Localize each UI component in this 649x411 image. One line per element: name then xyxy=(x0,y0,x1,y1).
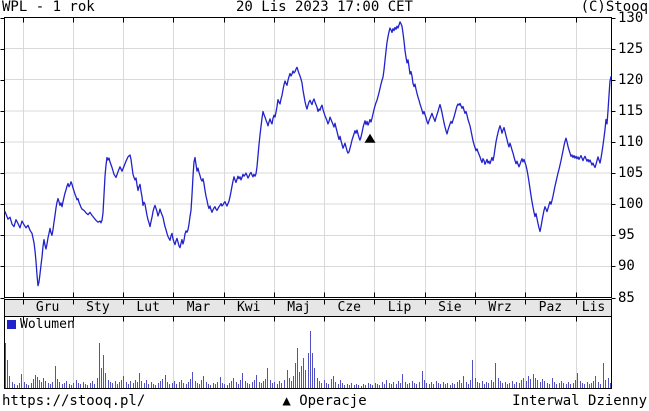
y-axis-label-115: 115 xyxy=(618,102,644,119)
month-label-maj: Maj xyxy=(287,300,311,315)
month-label-paz: Paz xyxy=(538,300,563,315)
y-axis-label-125: 125 xyxy=(618,40,644,57)
copyright-label: (C)Stooq xyxy=(580,0,648,15)
operations-marker-icon xyxy=(364,133,376,143)
volume-legend-label: Wolumen xyxy=(20,317,75,332)
y-axis-label-90: 90 xyxy=(618,258,635,275)
chart-title: WPL - 1 rok xyxy=(2,0,95,15)
interval-label: Interwal Dzienny xyxy=(512,393,647,409)
y-axis-label-110: 110 xyxy=(618,133,644,150)
volume-legend-swatch-icon xyxy=(7,320,16,329)
y-axis-label-120: 120 xyxy=(618,71,644,88)
chart-datetime: 20 Lis 2023 17:00 CET xyxy=(235,0,413,15)
y-axis-label-100: 100 xyxy=(618,196,644,213)
y-axis-label-105: 105 xyxy=(618,165,644,182)
month-label-kwi: Kwi xyxy=(236,300,261,315)
month-label-wrz: Wrz xyxy=(488,300,512,315)
month-label-lis: Lis xyxy=(581,300,606,315)
month-label-lip: Lip xyxy=(387,300,412,315)
source-url: https://stooq.pl/ xyxy=(2,393,146,409)
month-label-mar: Mar xyxy=(186,300,211,315)
month-label-sie: Sie xyxy=(438,300,462,315)
month-label-sty: Sty xyxy=(86,300,110,315)
y-axis-label-85: 85 xyxy=(618,289,635,306)
month-label-gru: Gru xyxy=(35,300,60,315)
y-axis-label-95: 95 xyxy=(618,227,635,244)
operations-legend: ▲ Operacje xyxy=(282,393,367,409)
y-axis-label-130: 130 xyxy=(618,9,644,26)
month-label-cze: Cze xyxy=(337,300,362,315)
month-label-lut: Lut xyxy=(136,300,160,315)
